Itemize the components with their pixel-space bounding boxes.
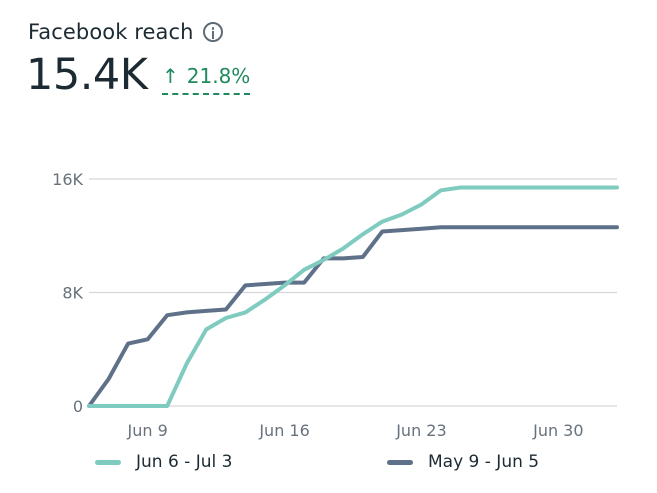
y-tick-label: 0 [73, 397, 83, 416]
series-line-previous[interactable] [87, 225, 619, 408]
x-tick-label: Jun 16 [258, 421, 309, 440]
legend-label-previous: May 9 - Jun 5 [428, 452, 540, 472]
x-tick-label: Jun 9 [127, 421, 168, 440]
change-badge[interactable]: ↑ 21.8% [162, 64, 251, 95]
y-axis-ticks: 0 8K 16K [52, 170, 83, 416]
x-tick-label: Jun 30 [532, 421, 583, 440]
title-text: Facebook reach [28, 20, 194, 44]
series-lines [87, 185, 619, 408]
info-icon[interactable] [202, 22, 223, 42]
chart-title: Facebook reach [28, 20, 223, 44]
x-axis-ticks: Jun 9 Jun 16 Jun 23 Jun 30 [127, 421, 584, 440]
legend-swatch-current [95, 459, 121, 465]
x-tick-label: Jun 23 [395, 421, 446, 440]
legend-label-current: Jun 6 - Jul 3 [136, 452, 233, 472]
y-tick-label: 8K [62, 284, 83, 303]
grid-lines [89, 178, 617, 407]
legend-item-previous[interactable]: May 9 - Jun 5 [387, 452, 539, 472]
series-line-current[interactable] [87, 185, 619, 408]
arrow-up-icon: ↑ [162, 64, 179, 88]
metric-value: 15.4K [26, 50, 148, 100]
legend-item-current[interactable]: Jun 6 - Jul 3 [95, 452, 232, 472]
change-percent: 21.8% [186, 64, 251, 88]
y-tick-label: 16K [52, 170, 83, 189]
legend-swatch-previous [387, 459, 413, 465]
